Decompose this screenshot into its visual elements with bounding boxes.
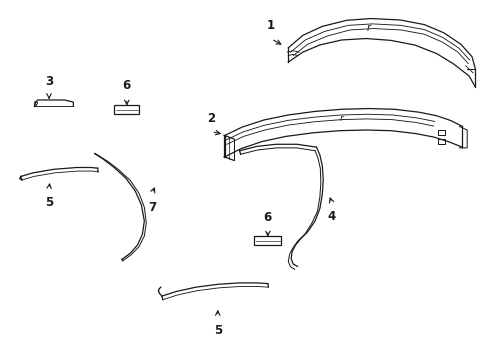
Text: 3: 3: [45, 75, 53, 88]
FancyBboxPatch shape: [254, 236, 281, 245]
Text: 7: 7: [148, 201, 156, 214]
Text: r: r: [366, 23, 370, 33]
Text: 5: 5: [213, 324, 222, 337]
Text: 4: 4: [327, 210, 335, 223]
Text: 6: 6: [122, 79, 131, 92]
FancyBboxPatch shape: [114, 105, 139, 114]
Text: r: r: [339, 114, 343, 123]
Text: 6: 6: [263, 211, 271, 224]
Text: 1: 1: [266, 19, 275, 32]
Text: 2: 2: [207, 112, 215, 125]
Text: 5: 5: [45, 196, 53, 209]
